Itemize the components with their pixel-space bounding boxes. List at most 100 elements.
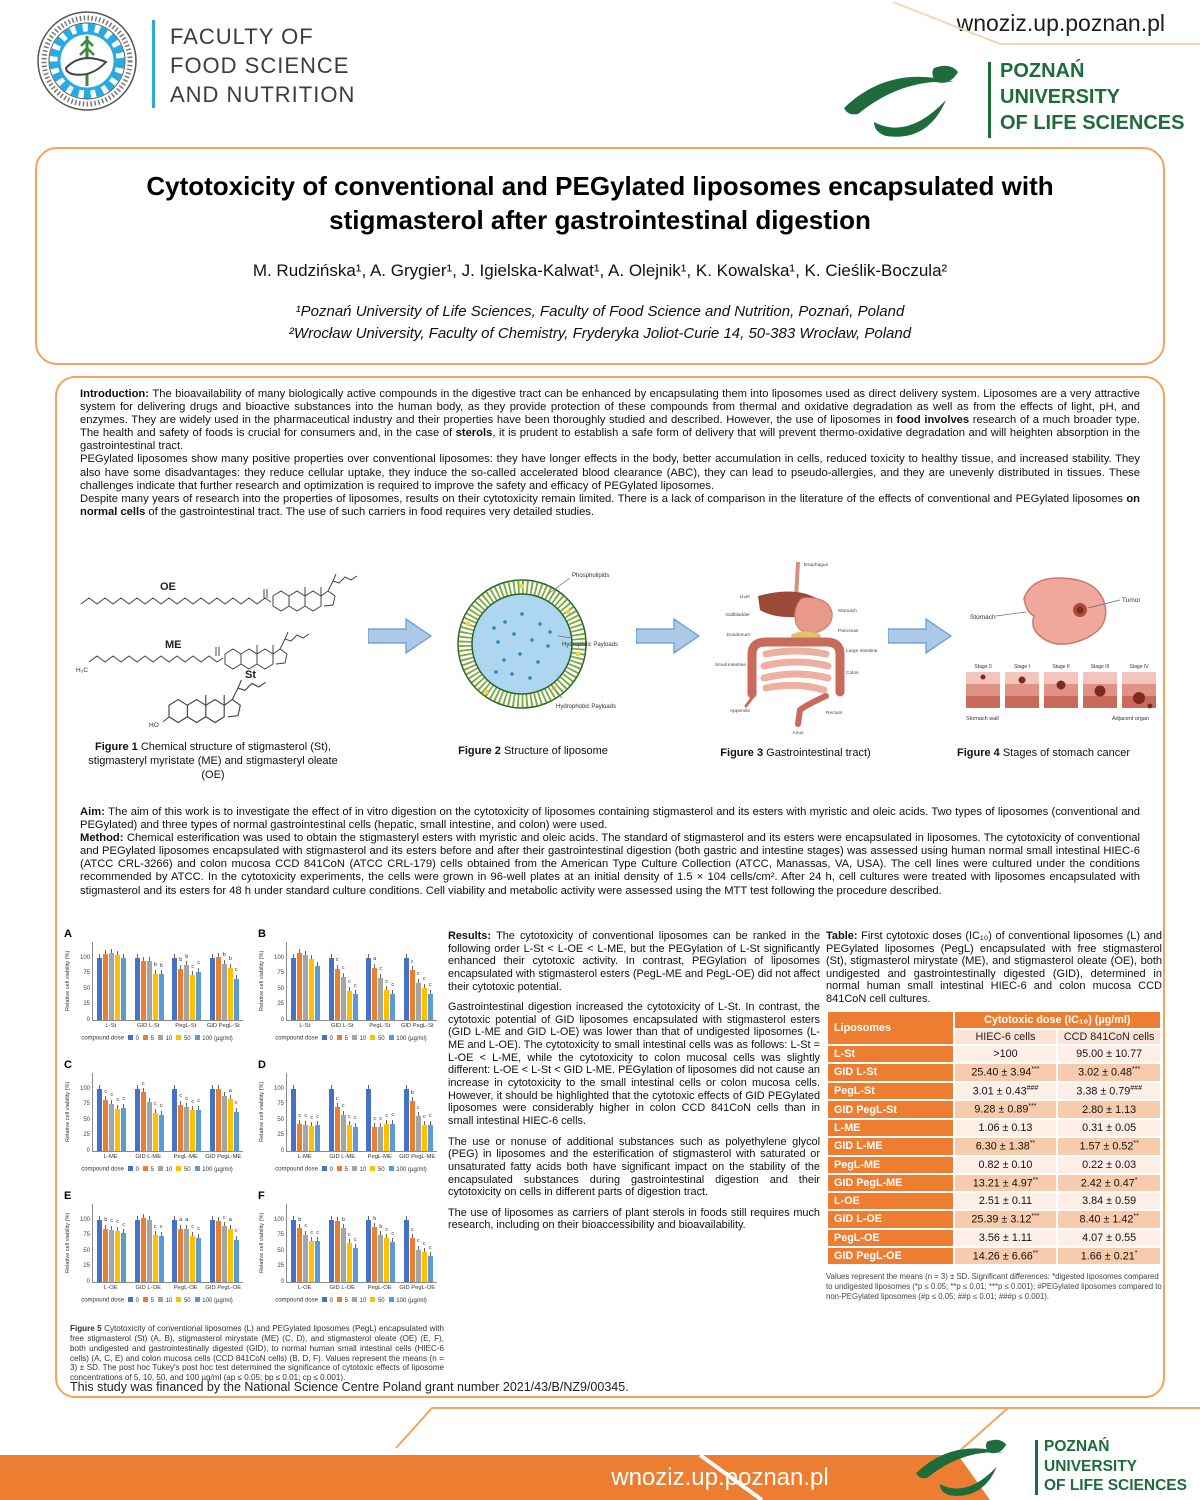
svg-text:Colon: Colon <box>846 670 859 676</box>
svg-text:Large intestine: Large intestine <box>846 648 878 654</box>
legend-item: 0 <box>127 1166 139 1173</box>
faculty-line: AND NUTRITION <box>170 82 356 107</box>
ccd841con-value-cell: 95.00 ± 10.77 <box>1058 1046 1160 1063</box>
university-logo-icon <box>844 65 958 137</box>
legend-swatch-icon <box>142 1166 148 1171</box>
hiec6-value-cell: 3.56 ± 1.11 <box>954 1229 1057 1246</box>
legend-item: 50 <box>176 1035 191 1042</box>
bar: b <box>227 942 233 1020</box>
bar: c <box>315 1204 321 1282</box>
x-tick-label: GID L-St <box>330 1023 354 1029</box>
y-tick-label: 100 <box>79 1216 90 1223</box>
bar: c <box>309 1073 315 1151</box>
bar: c <box>384 942 390 1020</box>
bar <box>97 1204 103 1282</box>
aim-paragraph: Aim: The aim of this work is to investig… <box>80 806 1140 832</box>
figure3-gastrointestinal-tract: Liver Esophagus Stomach Gallbladder Panc… <box>715 561 878 736</box>
bar: c <box>334 942 340 1020</box>
x-tick-label: PegL-OE <box>173 1285 198 1291</box>
legend-swatch-icon <box>321 1035 327 1040</box>
bar: c <box>427 1073 433 1151</box>
legend-item: 5 <box>336 1035 348 1042</box>
svg-text:Pancreas: Pancreas <box>838 628 859 634</box>
legend-item: 50 <box>370 1166 385 1173</box>
y-tick-label: 75 <box>83 970 90 977</box>
bar: a <box>372 942 378 1020</box>
bar: c <box>233 942 239 1020</box>
x-tick-label: L-St <box>299 1023 311 1029</box>
y-axis-label: Relative cell viability (%) <box>259 1081 265 1143</box>
legend-item: 10 <box>157 1035 172 1042</box>
footer-university-name: POZNAŃ UNIVERSITY OF LIFE SCIENCES <box>1044 1437 1187 1496</box>
faculty-logo-icon <box>37 11 137 111</box>
column-subheader: CCD 841CoN cells <box>1058 1030 1160 1045</box>
y-tick-label: 100 <box>273 954 284 961</box>
bar: c <box>340 1073 346 1151</box>
bar <box>172 1073 178 1151</box>
x-tick-label: PegL-St <box>369 1023 391 1029</box>
ccd841con-value-cell: 2.80 ± 1.13 <box>1058 1101 1160 1118</box>
legend-swatch-icon <box>370 1166 376 1171</box>
bar: b <box>378 1204 384 1282</box>
svg-text:ME: ME <box>165 639 182 651</box>
y-tick-label: 25 <box>277 1001 284 1008</box>
legend-swatch-icon <box>351 1035 357 1040</box>
y-axis-label: Relative cell viability (%) <box>65 1212 71 1274</box>
hiec6-value-cell: 1.06 ± 0.13 <box>954 1119 1057 1136</box>
svg-text:OE: OE <box>160 581 176 593</box>
chart-legend: compound dose 0 5 10 50 100 (µg/ml) <box>275 1035 427 1042</box>
bar: c <box>115 1073 121 1151</box>
bar: c <box>346 1204 352 1282</box>
figure3-caption: Figure 3 Gastrointestinal tract) <box>720 747 871 759</box>
legend-swatch-icon <box>388 1166 394 1171</box>
bar: c <box>352 942 358 1020</box>
table-row: GID L-OE 25.39 ± 3.12*** 8.40 ± 1.42** <box>828 1211 1160 1228</box>
affiliations: ¹Poznań University of Life Sciences, Fac… <box>37 301 1163 345</box>
bar: b <box>158 942 164 1020</box>
svg-text:HO: HO <box>149 722 159 729</box>
x-tick-label: L-ME <box>103 1154 118 1160</box>
plot-area: 0 25 50 75 100 b c c c c c a a c c c a c <box>80 1204 243 1285</box>
hiec6-value-cell: 9.28 ± 0.89*** <box>954 1101 1057 1118</box>
results-paragraph: The use of liposomes as carriers of plan… <box>448 1206 820 1232</box>
x-tick-label: PegL-ME <box>173 1154 198 1160</box>
y-tick-label: 0 <box>86 1148 90 1154</box>
chart-legend: compound dose 0 5 10 50 100 (µg/ml) <box>81 1166 233 1173</box>
table-row: PegL-ME 0.82 ± 0.10 0.22 ± 0.03 <box>828 1156 1160 1173</box>
legend-item: 0 <box>321 1166 333 1173</box>
svg-text:Hydrophobic Payloads: Hydrophobic Payloads <box>556 704 616 710</box>
panel-letter: C <box>64 1059 72 1071</box>
intro-paragraph: PEGylated liposomes show many positive p… <box>80 453 1140 492</box>
y-tick-label: 25 <box>83 1001 90 1008</box>
y-tick-label: 25 <box>277 1132 284 1139</box>
table-row: PegL-St 3.01 ± 0.43### 3.38 ± 0.79### <box>828 1082 1160 1100</box>
figure5-panel-A: A Relative cell viability (%) 0 25 50 75 100 b b… <box>62 928 250 1056</box>
legend-item: 5 <box>142 1297 154 1304</box>
bar: c <box>121 1073 127 1151</box>
x-tick-label: PegL-St <box>175 1023 197 1029</box>
bar: a <box>178 1204 184 1282</box>
bar: c <box>421 942 427 1020</box>
bar: b <box>372 1204 378 1282</box>
hiec6-value-cell: 3.01 ± 0.43### <box>954 1082 1057 1100</box>
x-tick-label: GID PegL-St <box>400 1023 434 1029</box>
bar <box>328 1073 334 1151</box>
x-tick-label: GID PegL-ME <box>205 1154 242 1160</box>
legend-item: 100 (µg/ml) <box>194 1035 233 1042</box>
table-row: GID L-ME 6.30 ± 1.38** 1.57 ± 0.52** <box>828 1137 1160 1155</box>
bar <box>215 1073 221 1151</box>
figure5-panel-B: B Relative cell viability (%) 0 25 50 75 100 c c… <box>256 928 444 1056</box>
legend-swatch-icon <box>176 1297 182 1302</box>
legend-swatch-icon <box>157 1035 163 1040</box>
bar <box>97 1073 103 1151</box>
svg-text:Stage II: Stage II <box>1052 664 1069 670</box>
bar <box>291 1204 297 1282</box>
bar: c <box>115 1204 121 1282</box>
bar <box>140 1204 146 1282</box>
figure5-panel-D: D Relative cell viability (%) 0 25 50 75 100 c c… <box>256 1059 444 1187</box>
bar: c <box>190 1204 196 1282</box>
bar: c <box>409 1204 415 1282</box>
